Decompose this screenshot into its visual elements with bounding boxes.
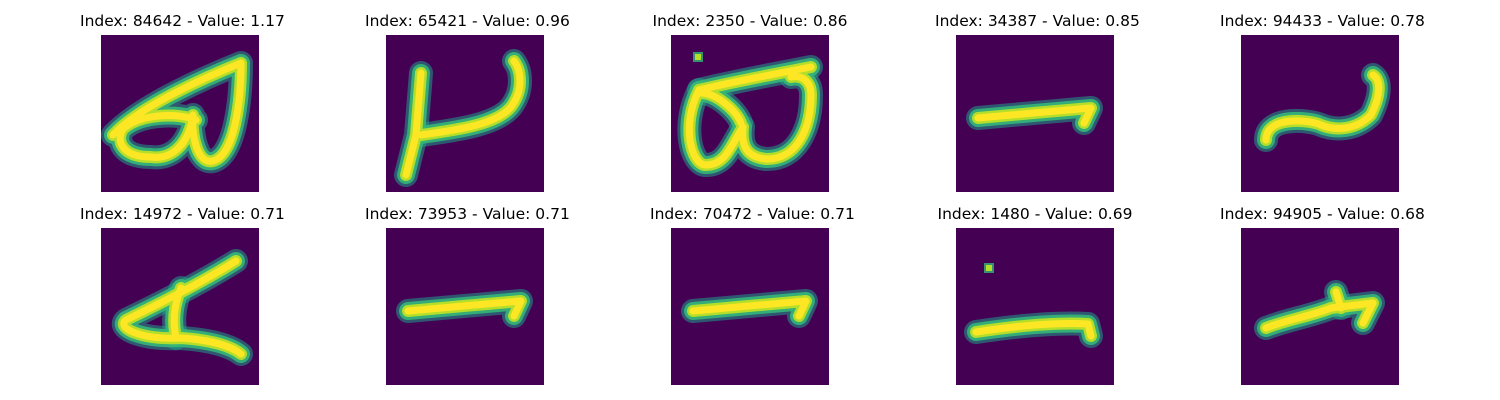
digit-image: [1241, 35, 1399, 192]
panel-title: Index: 2350 - Value: 0.86: [652, 12, 848, 30]
panel-title: Index: 94433 - Value: 0.78: [1220, 12, 1425, 30]
panel-title: Index: 70472 - Value: 0.71: [650, 205, 855, 223]
digit-image: [101, 228, 259, 385]
digit-image: [671, 35, 829, 192]
panel-title: Index: 14972 - Value: 0.71: [80, 205, 285, 223]
digit-image: [101, 35, 259, 192]
digit-image: [956, 35, 1114, 192]
panel-title: Index: 94905 - Value: 0.68: [1220, 205, 1425, 223]
digit-image: [956, 228, 1114, 385]
digit-image: [386, 35, 544, 192]
digit-image: [671, 228, 829, 385]
panel-title: Index: 34387 - Value: 0.85: [935, 12, 1140, 30]
panel-title: Index: 1480 - Value: 0.69: [937, 205, 1133, 223]
panel-title: Index: 65421 - Value: 0.96: [365, 12, 570, 30]
digit-image: [1241, 228, 1399, 385]
panel-title: Index: 84642 - Value: 1.17: [80, 12, 285, 30]
digit-image: [386, 228, 544, 385]
panel-title: Index: 73953 - Value: 0.71: [365, 205, 570, 223]
